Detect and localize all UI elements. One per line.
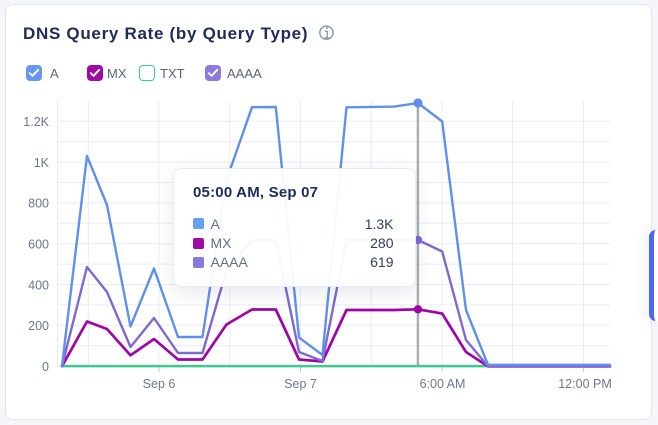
svg-text:200: 200 xyxy=(28,319,49,333)
svg-text:Sep 7: Sep 7 xyxy=(284,377,317,391)
svg-text:Sep 6: Sep 6 xyxy=(143,377,176,391)
svg-text:1K: 1K xyxy=(34,156,50,170)
svg-text:12:00 PM: 12:00 PM xyxy=(558,377,612,391)
svg-text:400: 400 xyxy=(28,278,49,292)
svg-text:1.2K: 1.2K xyxy=(23,115,49,129)
svg-text:0: 0 xyxy=(42,360,49,374)
svg-text:600: 600 xyxy=(28,238,49,252)
svg-text:6:00 AM: 6:00 AM xyxy=(420,377,466,391)
svg-text:800: 800 xyxy=(28,197,49,211)
